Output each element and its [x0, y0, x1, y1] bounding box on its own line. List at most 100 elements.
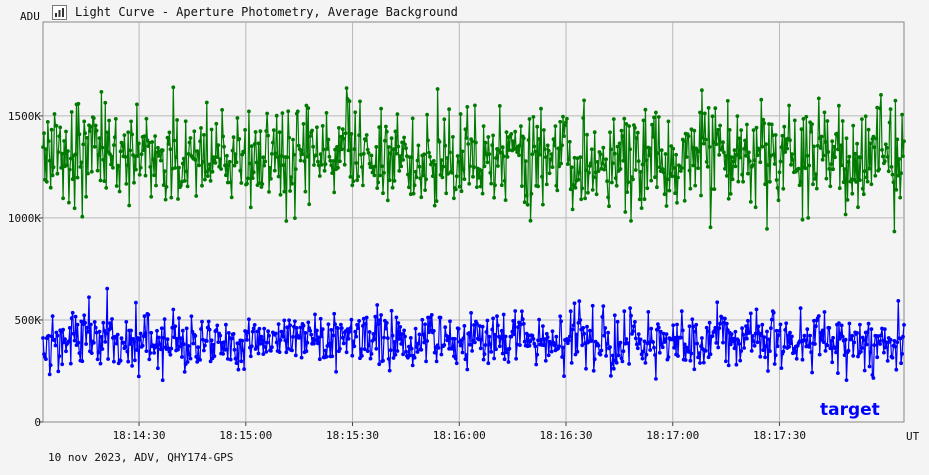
data-point: [596, 169, 601, 174]
data-point: [329, 328, 334, 332]
data-point: [126, 130, 131, 135]
data-point: [92, 320, 97, 324]
data-point: [837, 186, 842, 191]
data-point: [693, 183, 698, 188]
data-point: [687, 324, 692, 329]
data-point: [178, 344, 182, 349]
data-point: [567, 334, 572, 339]
data-point: [267, 190, 271, 194]
data-point: [126, 359, 131, 364]
data-point: [626, 341, 631, 346]
data-point: [134, 167, 138, 172]
data-point: [390, 333, 395, 338]
data-point: [413, 326, 418, 331]
data-point: [701, 360, 706, 365]
data-point: [680, 328, 685, 333]
data-point: [604, 354, 608, 358]
data-point: [415, 350, 420, 354]
data-point: [135, 348, 139, 352]
data-point: [788, 138, 792, 143]
data-point: [754, 125, 759, 130]
chart-title: Light Curve - Aperture Photometry, Avera…: [75, 5, 458, 19]
data-point: [362, 347, 367, 352]
data-point: [714, 341, 719, 345]
data-point: [830, 360, 835, 365]
data-point: [547, 171, 552, 176]
data-point: [154, 343, 158, 348]
data-point: [729, 332, 734, 336]
data-point: [398, 154, 403, 159]
data-point: [494, 347, 498, 352]
data-point: [708, 352, 713, 357]
data-point: [479, 337, 484, 342]
data-point: [296, 143, 301, 148]
data-point: [452, 337, 457, 341]
data-point: [813, 342, 817, 346]
data-point: [223, 163, 227, 168]
data-point: [92, 144, 97, 149]
data-point: [629, 313, 633, 318]
data-point: [237, 137, 242, 141]
x-tick-label: 18:15:00: [219, 429, 272, 442]
data-point: [735, 114, 740, 118]
data-point: [196, 345, 201, 350]
data-point: [236, 367, 241, 372]
data-point: [823, 349, 828, 353]
data-point: [696, 355, 700, 360]
data-point: [288, 323, 292, 328]
data-point: [530, 333, 535, 338]
data-point: [443, 143, 448, 148]
data-point: [746, 150, 751, 155]
data-point: [703, 348, 708, 353]
data-point: [798, 180, 803, 184]
data-point: [48, 185, 53, 190]
data-point: [690, 145, 695, 150]
data-point: [666, 355, 671, 359]
chart-window-icon[interactable]: [52, 4, 67, 20]
data-point: [269, 348, 273, 353]
data-point: [738, 155, 743, 160]
data-point: [699, 344, 703, 349]
data-point: [415, 158, 420, 163]
data-point: [557, 164, 562, 169]
data-point: [736, 179, 741, 184]
data-point: [578, 155, 583, 160]
data-point: [115, 332, 120, 337]
data-point: [515, 150, 519, 155]
data-point: [277, 130, 282, 135]
data-point: [228, 357, 233, 362]
data-point: [583, 196, 587, 201]
data-point: [41, 145, 45, 150]
data-point: [633, 168, 638, 172]
x-tick-label: 18:16:00: [433, 429, 486, 442]
data-point: [288, 189, 292, 193]
data-point: [356, 174, 360, 179]
data-point: [499, 328, 504, 333]
data-point: [146, 144, 151, 149]
data-point: [287, 135, 291, 140]
data-point: [88, 129, 92, 134]
data-point: [336, 165, 340, 170]
data-point: [729, 155, 734, 160]
data-point: [77, 351, 82, 355]
data-point: [259, 185, 264, 189]
data-point: [885, 155, 890, 159]
data-point: [97, 329, 102, 334]
data-point: [802, 333, 807, 338]
data-point: [860, 186, 865, 191]
data-point: [182, 370, 187, 374]
data-point: [176, 197, 180, 201]
data-point: [330, 354, 335, 359]
data-point: [572, 155, 577, 160]
data-point: [83, 320, 87, 325]
data-point: [828, 184, 833, 189]
data-point: [856, 354, 860, 359]
data-point: [891, 180, 896, 185]
data-point: [193, 334, 198, 338]
data-point: [866, 127, 871, 132]
data-point: [216, 143, 221, 148]
data-point: [310, 128, 314, 133]
data-point: [854, 180, 858, 184]
data-point: [403, 334, 407, 339]
data-point: [149, 194, 154, 199]
